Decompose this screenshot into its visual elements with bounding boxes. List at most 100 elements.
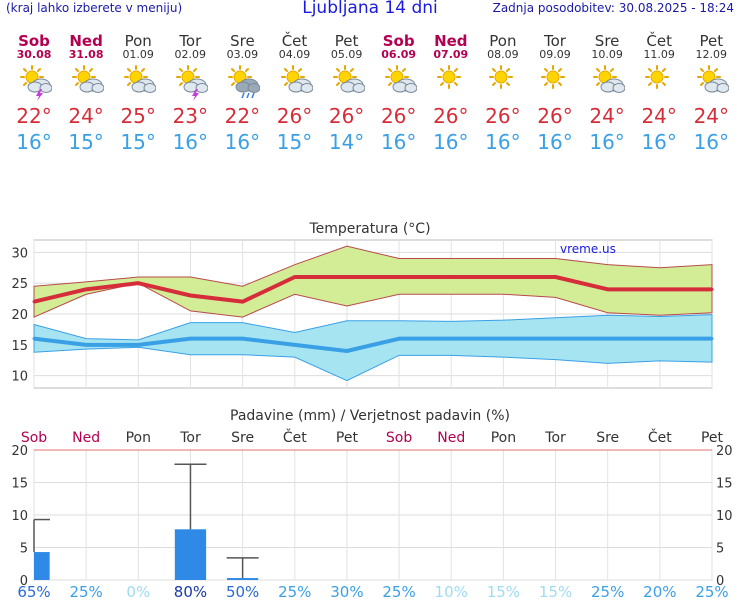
temperature-chart: Temperatura (°C) 10 15 20 25 30 vreme.us: [11, 221, 714, 389]
precipitation-probability: 50%: [226, 583, 259, 600]
day-column: Sob 06.09 26° 16°: [373, 33, 425, 155]
day-name: Pon: [489, 32, 517, 50]
max-temperature-point: [449, 275, 453, 279]
max-temperature: 25°: [120, 104, 156, 128]
location-menu-note[interactable]: (kraj lahko izberete v meniju): [6, 1, 183, 15]
precipitation-chart-title: Padavine (mm) / Verjetnost padavin (%): [230, 408, 510, 424]
min-temperature: 16°: [485, 130, 521, 154]
day-date: 03.09: [226, 48, 259, 61]
min-temperature: 16°: [433, 130, 469, 154]
min-temperature: 16°: [16, 130, 52, 154]
y-tick-label: 25: [11, 277, 28, 292]
sun-icon: [425, 63, 477, 103]
min-temperature-point: [241, 337, 245, 341]
sun-cloud-icon: [581, 63, 633, 103]
separator: [0, 173, 740, 213]
sun-cloud-icon: [60, 63, 112, 103]
precip-day-label: Sob: [21, 430, 47, 446]
day-name: Sob: [18, 32, 50, 50]
precipitation-bar: [174, 529, 207, 580]
min-temperature-point: [554, 337, 558, 341]
y-tick-label-left: 10: [11, 509, 28, 524]
max-temperature-point: [710, 287, 714, 291]
precip-day-label: Sre: [596, 430, 619, 446]
day-column: Čet 04.09 26° 15°: [269, 33, 321, 155]
day-date: 09.09: [539, 48, 571, 61]
precip-day-label: Čet: [648, 428, 672, 446]
day-date: 11.09: [643, 48, 675, 61]
precipitation-probability: 15%: [539, 583, 572, 600]
y-tick-label-right: 0: [716, 574, 724, 589]
sun-cloud-icon: [269, 63, 321, 103]
day-column: Čet 11.09 24° 16°: [633, 33, 685, 155]
y-tick-label-right: 5: [716, 542, 724, 557]
day-column: Ned 31.08 24° 15°: [60, 33, 112, 155]
max-temperature-point: [84, 287, 88, 291]
day-name: Čet: [646, 32, 672, 50]
min-temperature-point: [32, 337, 36, 341]
precip-day-label: Tor: [544, 430, 566, 446]
max-temperature: 22°: [224, 104, 261, 128]
min-temperature: 16°: [537, 130, 573, 154]
day-date: 05.09: [330, 48, 363, 61]
day-date: 01.09: [122, 48, 154, 61]
header-bar: (kraj lahko izberete v meniju) Ljubljana…: [0, 0, 740, 20]
max-temperature: 26°: [537, 104, 573, 128]
max-temperature-point: [554, 275, 558, 279]
day-column: Pet 12.09 24° 16°: [685, 33, 737, 155]
y-tick-label-left: 5: [20, 542, 28, 557]
min-temperature-point: [188, 337, 192, 341]
y-tick-label: 20: [11, 308, 28, 323]
day-date: 04.09: [278, 48, 311, 61]
day-date: 12.09: [695, 48, 728, 61]
max-temperature-band: [33, 245, 713, 318]
min-temperature: 16°: [641, 130, 677, 154]
precip-day-label: Sob: [386, 430, 412, 446]
y-tick-label-right: 15: [716, 477, 733, 492]
max-temperature: 24°: [693, 104, 730, 128]
sun-cloud-icon: [112, 63, 164, 103]
max-temperature: 24°: [68, 104, 104, 128]
y-tick-label: 10: [11, 370, 28, 385]
precipitation-probability: 25%: [695, 583, 728, 600]
max-temperature-line: [33, 275, 712, 304]
day-column: Pet 05.09 26° 14°: [321, 33, 373, 155]
max-temperature-point: [32, 300, 36, 304]
min-temperature: 15°: [120, 130, 156, 154]
precipitation-bar: [34, 552, 50, 580]
min-temperature-point: [606, 337, 610, 341]
precip-day-label: Čet: [283, 428, 307, 446]
precipitation-probability: 25%: [591, 583, 624, 600]
max-temperature: 26°: [380, 104, 417, 128]
max-temperature-point: [345, 275, 349, 279]
precip-day-label: Tor: [179, 430, 201, 446]
max-temperature: 26°: [328, 104, 365, 128]
max-temperature: 22°: [16, 104, 52, 128]
min-temperature-point: [397, 337, 401, 341]
min-temperature-point: [501, 337, 505, 341]
min-temperature: 15°: [276, 130, 313, 154]
sun-cloud-rain-icon: [216, 63, 268, 103]
last-updated: Zadnja posodobitev: 30.08.2025 - 18:24: [492, 1, 734, 15]
sun-cloud-thunder-icon: [8, 63, 60, 103]
min-temperature: 16°: [380, 130, 417, 154]
precipitation-probability: 30%: [330, 583, 363, 600]
day-column: Ned 07.09 26° 16°: [425, 33, 477, 155]
precipitation-probability: 10%: [435, 583, 468, 600]
min-temperature: 16°: [224, 130, 261, 154]
precipitation-probability: 15%: [487, 583, 520, 600]
day-column: Sre 10.09 24° 16°: [581, 33, 633, 155]
min-temperature: 16°: [693, 130, 730, 154]
max-temperature: 26°: [485, 104, 521, 128]
temperature-chart-title: Temperatura (°C): [308, 221, 430, 237]
day-column: Sre 03.09 22° 16°: [216, 33, 268, 155]
precipitation-probability: 20%: [643, 583, 676, 600]
precipitation-probability: 25%: [382, 583, 415, 600]
day-name: Ned: [434, 32, 468, 50]
min-temperature: 15°: [68, 130, 104, 154]
max-temperature: 23°: [172, 104, 209, 128]
precip-day-label: Pon: [491, 430, 516, 446]
precip-day-label: Pet: [701, 430, 724, 446]
min-temperature-point: [136, 343, 140, 347]
day-name: Pet: [699, 32, 724, 50]
